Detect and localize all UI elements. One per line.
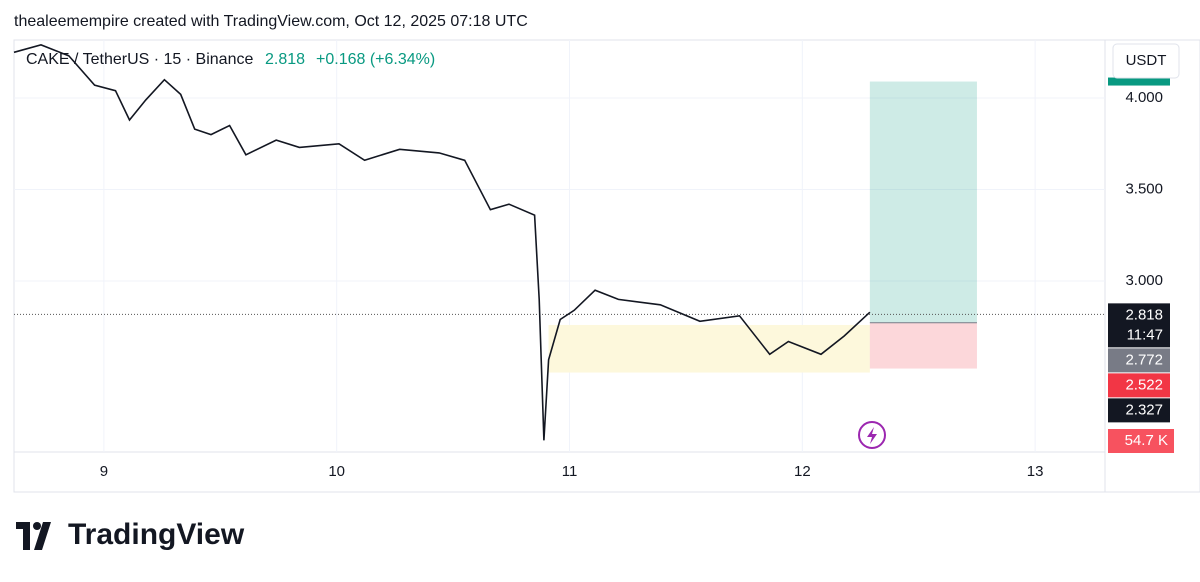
price-tag xyxy=(1108,398,1170,423)
zone xyxy=(548,324,870,373)
symbol: CAKE / TetherUS · 15 · Binance xyxy=(26,51,253,68)
countdown: 11:47 xyxy=(1127,326,1163,343)
y-tick-label: 4.000 xyxy=(1125,89,1163,106)
header: thealeemempire created with TradingView.… xyxy=(14,13,528,30)
x-tick-label: 12 xyxy=(794,463,811,480)
currency[interactable]: USDT xyxy=(1126,52,1167,69)
price-tag-label: 2.818 xyxy=(1125,306,1163,323)
event-icon[interactable] xyxy=(858,421,886,449)
x-tick-label: 11 xyxy=(562,463,578,480)
brand: TradingView xyxy=(68,518,245,551)
stop-zone xyxy=(869,322,977,369)
price-line xyxy=(13,44,871,441)
price-tag-label: 2.522 xyxy=(1125,376,1163,393)
logo xyxy=(16,522,51,550)
price-tag xyxy=(1108,303,1170,348)
last-price: 2.818 xyxy=(265,51,305,68)
volume-tag xyxy=(1108,429,1174,453)
x-tick-label: 9 xyxy=(100,463,108,480)
price-tag-label: 2.327 xyxy=(1125,401,1163,418)
price-tag-label: 2.772 xyxy=(1125,351,1163,368)
price-tag xyxy=(1108,373,1170,398)
x-tick-label: 10 xyxy=(328,463,345,480)
y-tick-label: 3.000 xyxy=(1125,272,1163,289)
y-tick-label: 3.500 xyxy=(1125,181,1163,198)
target-tag xyxy=(1108,77,1170,86)
currency-button[interactable] xyxy=(1112,43,1180,79)
x-tick-label: 13 xyxy=(1027,463,1044,480)
volume-tag-label: 54.7 K xyxy=(1125,432,1168,449)
frame xyxy=(13,39,1200,493)
event-icon-bolt xyxy=(867,427,877,444)
target-zone xyxy=(869,81,977,323)
change: +0.168 (+6.34%) xyxy=(316,51,435,68)
price-tag xyxy=(1108,348,1170,373)
legend: CAKE / TetherUS · 15 · Binance 2.818 +0.… xyxy=(26,51,435,68)
